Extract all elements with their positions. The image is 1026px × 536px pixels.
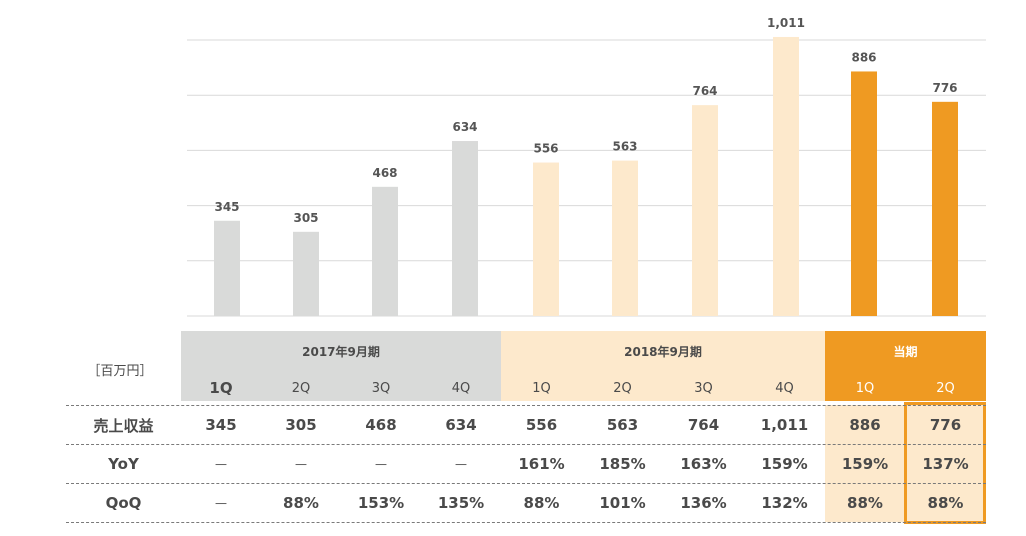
bar-value-label: 776 bbox=[932, 81, 957, 95]
bar bbox=[452, 141, 478, 316]
yoy-cell: 163% bbox=[680, 455, 727, 473]
header-band-2018 bbox=[501, 331, 825, 401]
revenue-cell: 556 bbox=[525, 416, 558, 434]
quarter-label: 2Q bbox=[936, 380, 955, 396]
current-period-cells-bg bbox=[825, 405, 986, 522]
quarter-label: 2Q bbox=[291, 380, 311, 396]
bar bbox=[533, 162, 559, 316]
bar bbox=[932, 101, 958, 316]
row-label-yoy: YoY bbox=[108, 455, 139, 473]
row-label-qoq: QoQ bbox=[105, 494, 142, 512]
revenue-cell: 634 bbox=[445, 416, 477, 434]
bar-value-label: 556 bbox=[533, 142, 558, 156]
qoq-cell: 88% bbox=[283, 494, 319, 512]
quarter-label: 2Q bbox=[613, 380, 632, 396]
row-divider bbox=[66, 444, 986, 445]
bar bbox=[612, 160, 638, 316]
header-band-current bbox=[825, 331, 986, 401]
yoy-cell: 137% bbox=[922, 455, 969, 473]
qoq-cell: 153% bbox=[357, 494, 405, 512]
bar-value-label: 764 bbox=[692, 84, 717, 98]
quarter-label: 3Q bbox=[694, 380, 713, 396]
revenue-cell: 305 bbox=[285, 416, 317, 434]
bar bbox=[293, 231, 319, 316]
bar bbox=[214, 220, 240, 316]
bar-value-label: 1,011 bbox=[767, 16, 805, 30]
bar-value-label: 886 bbox=[851, 50, 876, 64]
yoy-cell: 159% bbox=[761, 455, 808, 473]
quarter-label: 1Q bbox=[532, 380, 551, 396]
bar bbox=[372, 186, 398, 316]
quarter-label: 4Q bbox=[451, 380, 471, 396]
bar bbox=[773, 36, 799, 317]
quarter-label: 1Q bbox=[855, 380, 875, 396]
header-band-2017 bbox=[181, 331, 501, 401]
yoy-cell: 185% bbox=[599, 455, 646, 473]
period-label-2018: 2018年9月期 bbox=[624, 344, 702, 359]
qoq-cell: 88% bbox=[927, 494, 964, 512]
yoy-cell: － bbox=[213, 455, 229, 474]
quarter-label: 3Q bbox=[371, 380, 391, 396]
qoq-cell: 88% bbox=[847, 494, 883, 512]
yoy-cell: － bbox=[293, 455, 309, 474]
bar bbox=[692, 105, 718, 316]
latest-quarter-highlight bbox=[904, 402, 986, 524]
row-label-revenue: 売上収益 bbox=[93, 416, 154, 435]
bar-value-label: 468 bbox=[372, 166, 397, 180]
bar-value-label: 345 bbox=[214, 200, 239, 214]
yoy-cell: － bbox=[453, 455, 469, 474]
bar-value-label: 305 bbox=[293, 211, 318, 225]
qoq-cell: － bbox=[213, 494, 229, 513]
revenue-cell: 345 bbox=[205, 416, 237, 434]
bar-value-label: 563 bbox=[612, 140, 637, 154]
revenue-cell: 764 bbox=[687, 416, 720, 434]
revenue-cell: 563 bbox=[606, 416, 639, 434]
unit-label: ［百万円］ bbox=[87, 363, 153, 379]
revenue-cell: 886 bbox=[849, 416, 881, 434]
revenue-cell: 776 bbox=[929, 416, 962, 434]
row-divider bbox=[66, 522, 986, 523]
revenue-cell: 468 bbox=[365, 416, 397, 434]
row-divider bbox=[66, 483, 986, 484]
qoq-cell: 136% bbox=[680, 494, 727, 512]
quarter-label: 4Q bbox=[775, 380, 794, 396]
qoq-cell: 101% bbox=[599, 494, 646, 512]
qoq-cell: 135% bbox=[437, 494, 485, 512]
yoy-cell: － bbox=[373, 455, 389, 474]
period-label-2017: 2017年9月期 bbox=[302, 344, 380, 359]
revenue-cell: 1,011 bbox=[760, 416, 809, 434]
yoy-cell: 159% bbox=[841, 455, 889, 473]
row-divider bbox=[66, 405, 986, 406]
bar bbox=[851, 71, 877, 317]
revenue-bar-chart: 345 305 468 634 556 563 764 1,011 886 776 bbox=[187, 16, 986, 317]
qoq-cell: 132% bbox=[761, 494, 808, 512]
chart-bars bbox=[214, 36, 958, 317]
bar-value-label: 634 bbox=[452, 120, 477, 134]
period-label-current: 当期 bbox=[893, 344, 918, 359]
chart-value-labels: 345 305 468 634 556 563 764 1,011 886 776 bbox=[214, 16, 957, 225]
yoy-cell: 161% bbox=[518, 455, 565, 473]
qoq-cell: 88% bbox=[523, 494, 560, 512]
quarter-label: 1Q bbox=[209, 379, 233, 397]
